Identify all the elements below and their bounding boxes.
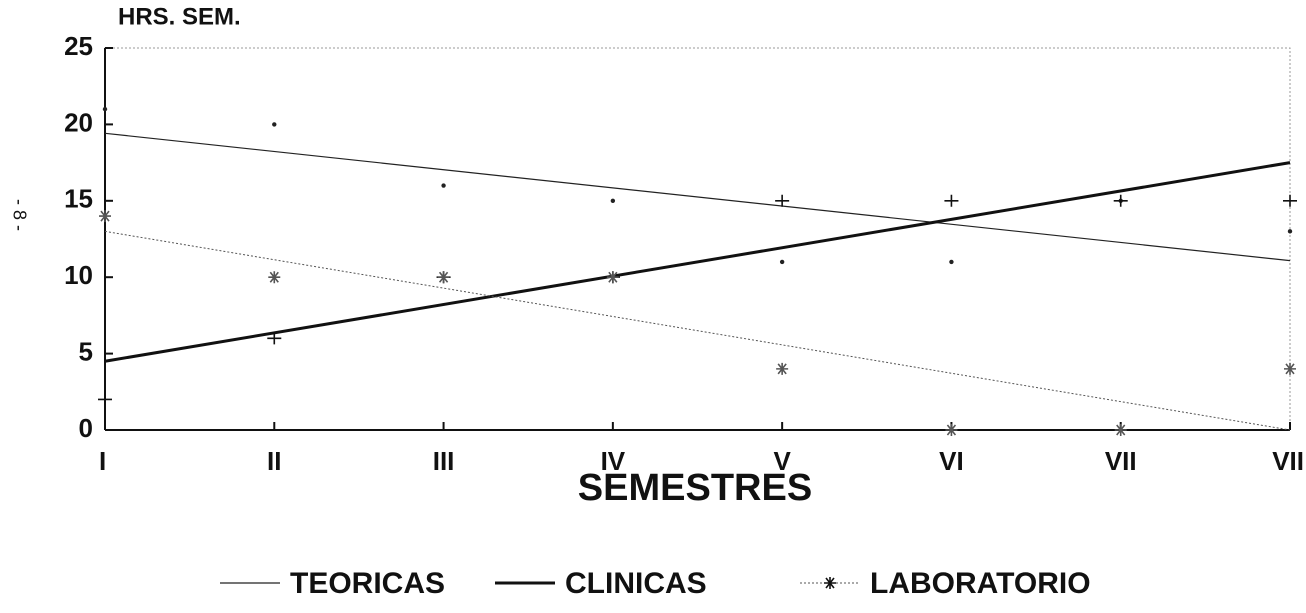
legend-label: LABORATORIO	[870, 567, 1091, 600]
point	[949, 259, 954, 265]
point	[99, 210, 111, 223]
point	[776, 362, 789, 375]
y-tick-label: 5	[79, 336, 93, 366]
point	[1113, 194, 1128, 207]
point	[268, 271, 281, 284]
x-tick-label: VII	[1272, 446, 1304, 476]
trend-line	[104, 230, 1291, 431]
legend-label: CLINICAS	[565, 567, 707, 600]
x-tick-label: IV	[601, 446, 626, 476]
x-tick-label: VII	[1105, 446, 1137, 476]
x-tick-label: I	[99, 446, 106, 476]
y-tick-label: 25	[64, 31, 93, 61]
point	[441, 183, 446, 188]
page-number: - 8 -	[9, 199, 29, 231]
chart-title: HRS. SEM.	[118, 3, 241, 30]
x-tick-label: III	[433, 446, 455, 476]
point	[779, 259, 785, 265]
x-axis-label: SEMESTRES	[578, 467, 812, 509]
point	[775, 194, 790, 207]
x-tick-label: V	[773, 446, 791, 476]
point	[945, 424, 958, 436]
x-tick-label: VI	[939, 446, 964, 476]
x-tick-label: II	[267, 446, 281, 476]
point	[1287, 229, 1293, 234]
point	[98, 393, 112, 406]
y-tick-label: 15	[64, 184, 93, 214]
point	[1114, 424, 1127, 436]
point	[610, 198, 616, 203]
point	[437, 271, 450, 284]
point	[272, 122, 277, 127]
y-tick-label: 20	[64, 107, 93, 137]
point	[824, 577, 836, 589]
trend-line	[104, 161, 1291, 363]
point	[267, 332, 282, 345]
plot-frame	[104, 47, 1291, 431]
y-tick-label: 10	[64, 260, 93, 290]
point	[606, 271, 619, 284]
point	[102, 106, 108, 112]
legend-label: TEORICAS	[290, 567, 445, 600]
y-tick-label: 0	[79, 413, 93, 443]
point	[1284, 362, 1296, 375]
point	[1283, 194, 1297, 207]
point	[944, 194, 959, 207]
trend-line	[104, 132, 1291, 262]
